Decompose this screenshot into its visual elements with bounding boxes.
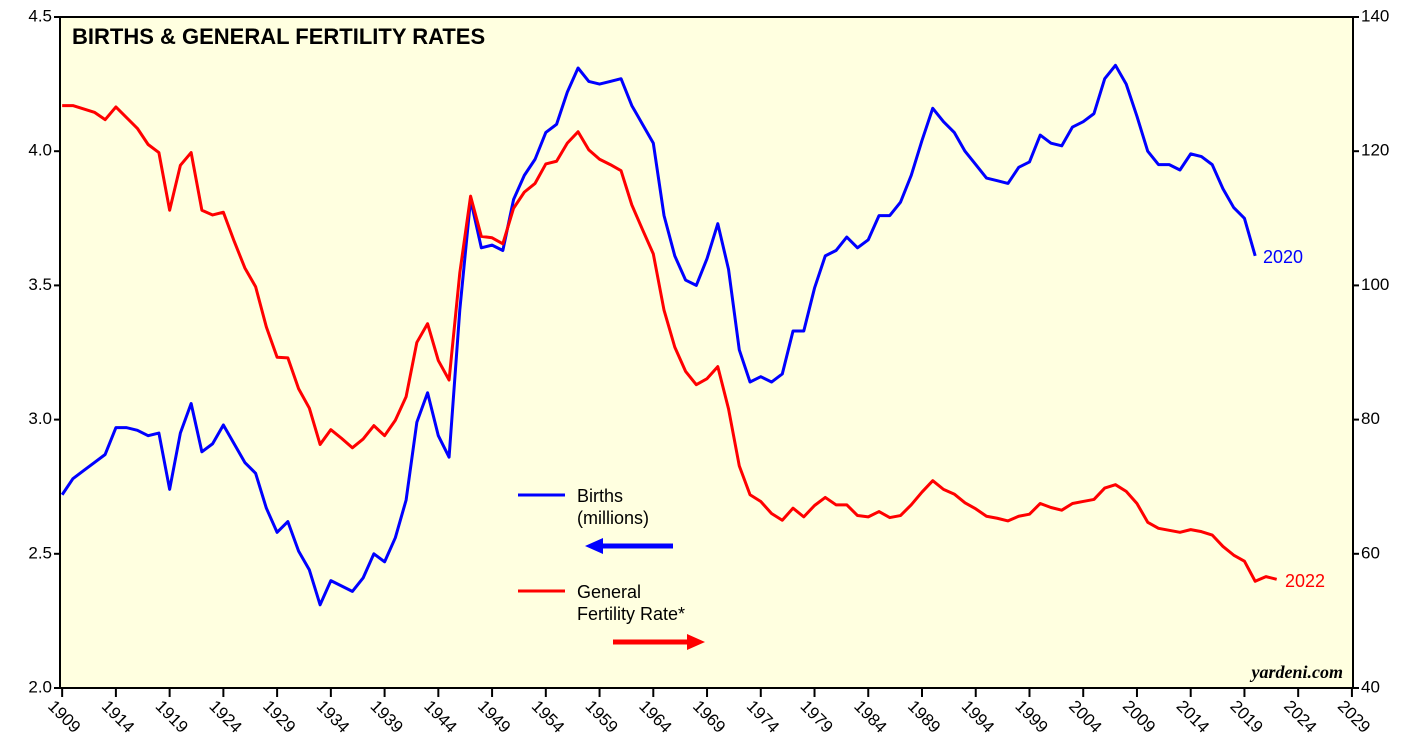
y-tick-label: 2.0 bbox=[28, 677, 52, 696]
legend-label: General Fertility Rate* bbox=[577, 582, 686, 624]
x-tick-label: 2009 bbox=[1119, 697, 1159, 737]
x-tick-label: 1999 bbox=[1011, 697, 1051, 737]
y2-tick-label: 120 bbox=[1361, 141, 1389, 160]
x-tick-label: 1954 bbox=[528, 697, 568, 737]
x-tick-label: 1929 bbox=[259, 697, 299, 737]
y2-tick-label: 40 bbox=[1361, 677, 1380, 696]
y2-tick-label: 100 bbox=[1361, 275, 1389, 294]
x-tick-label: 1924 bbox=[205, 697, 245, 737]
series-line bbox=[62, 104, 1278, 583]
x-tick-label: 2004 bbox=[1065, 697, 1105, 737]
end-label: 2022 bbox=[1285, 571, 1325, 591]
y-tick-label: 3.0 bbox=[28, 409, 52, 428]
chart-title: BIRTHS & GENERAL FERTILITY RATES bbox=[72, 24, 485, 49]
x-tick-label: 1974 bbox=[743, 697, 783, 737]
y2-tick-label: 80 bbox=[1361, 409, 1380, 428]
x-tick-label: 1909 bbox=[44, 697, 84, 737]
x-tick-label: 1919 bbox=[152, 697, 192, 737]
series-line bbox=[60, 63, 1257, 607]
x-tick-label: 1959 bbox=[582, 697, 622, 737]
x-tick-label: 1949 bbox=[474, 697, 514, 737]
y2-tick-label: 140 bbox=[1361, 6, 1389, 25]
plot-area bbox=[60, 17, 1353, 688]
y2-tick-label: 60 bbox=[1361, 543, 1380, 562]
x-tick-label: 1969 bbox=[689, 697, 729, 737]
legend-arrow-head bbox=[687, 634, 705, 650]
legend-label: Births (millions) bbox=[577, 486, 649, 528]
x-tick-label: 1964 bbox=[635, 697, 675, 737]
y-tick-label: 4.5 bbox=[28, 6, 52, 25]
x-tick-label: 2019 bbox=[1226, 697, 1266, 737]
x-tick-label: 1914 bbox=[98, 697, 138, 737]
x-tick-label: 1939 bbox=[367, 697, 407, 737]
source: yardeni.com bbox=[1250, 662, 1344, 682]
x-tick-label: 2029 bbox=[1334, 697, 1374, 737]
x-tick-label: 1979 bbox=[797, 697, 837, 737]
legend-arrow-head bbox=[585, 538, 603, 554]
x-tick-label: 2024 bbox=[1280, 697, 1320, 737]
y-tick-label: 3.5 bbox=[28, 275, 52, 294]
x-tick-label: 1984 bbox=[850, 697, 890, 737]
y-tick-label: 2.5 bbox=[28, 543, 52, 562]
x-tick-label: 1944 bbox=[420, 697, 460, 737]
x-tick-label: 1994 bbox=[958, 697, 998, 737]
x-tick-label: 2014 bbox=[1173, 697, 1213, 737]
y-tick-label: 4.0 bbox=[28, 141, 52, 160]
end-label: 2020 bbox=[1263, 247, 1303, 267]
x-tick-label: 1989 bbox=[904, 697, 944, 737]
x-tick-label: 1934 bbox=[313, 697, 353, 737]
